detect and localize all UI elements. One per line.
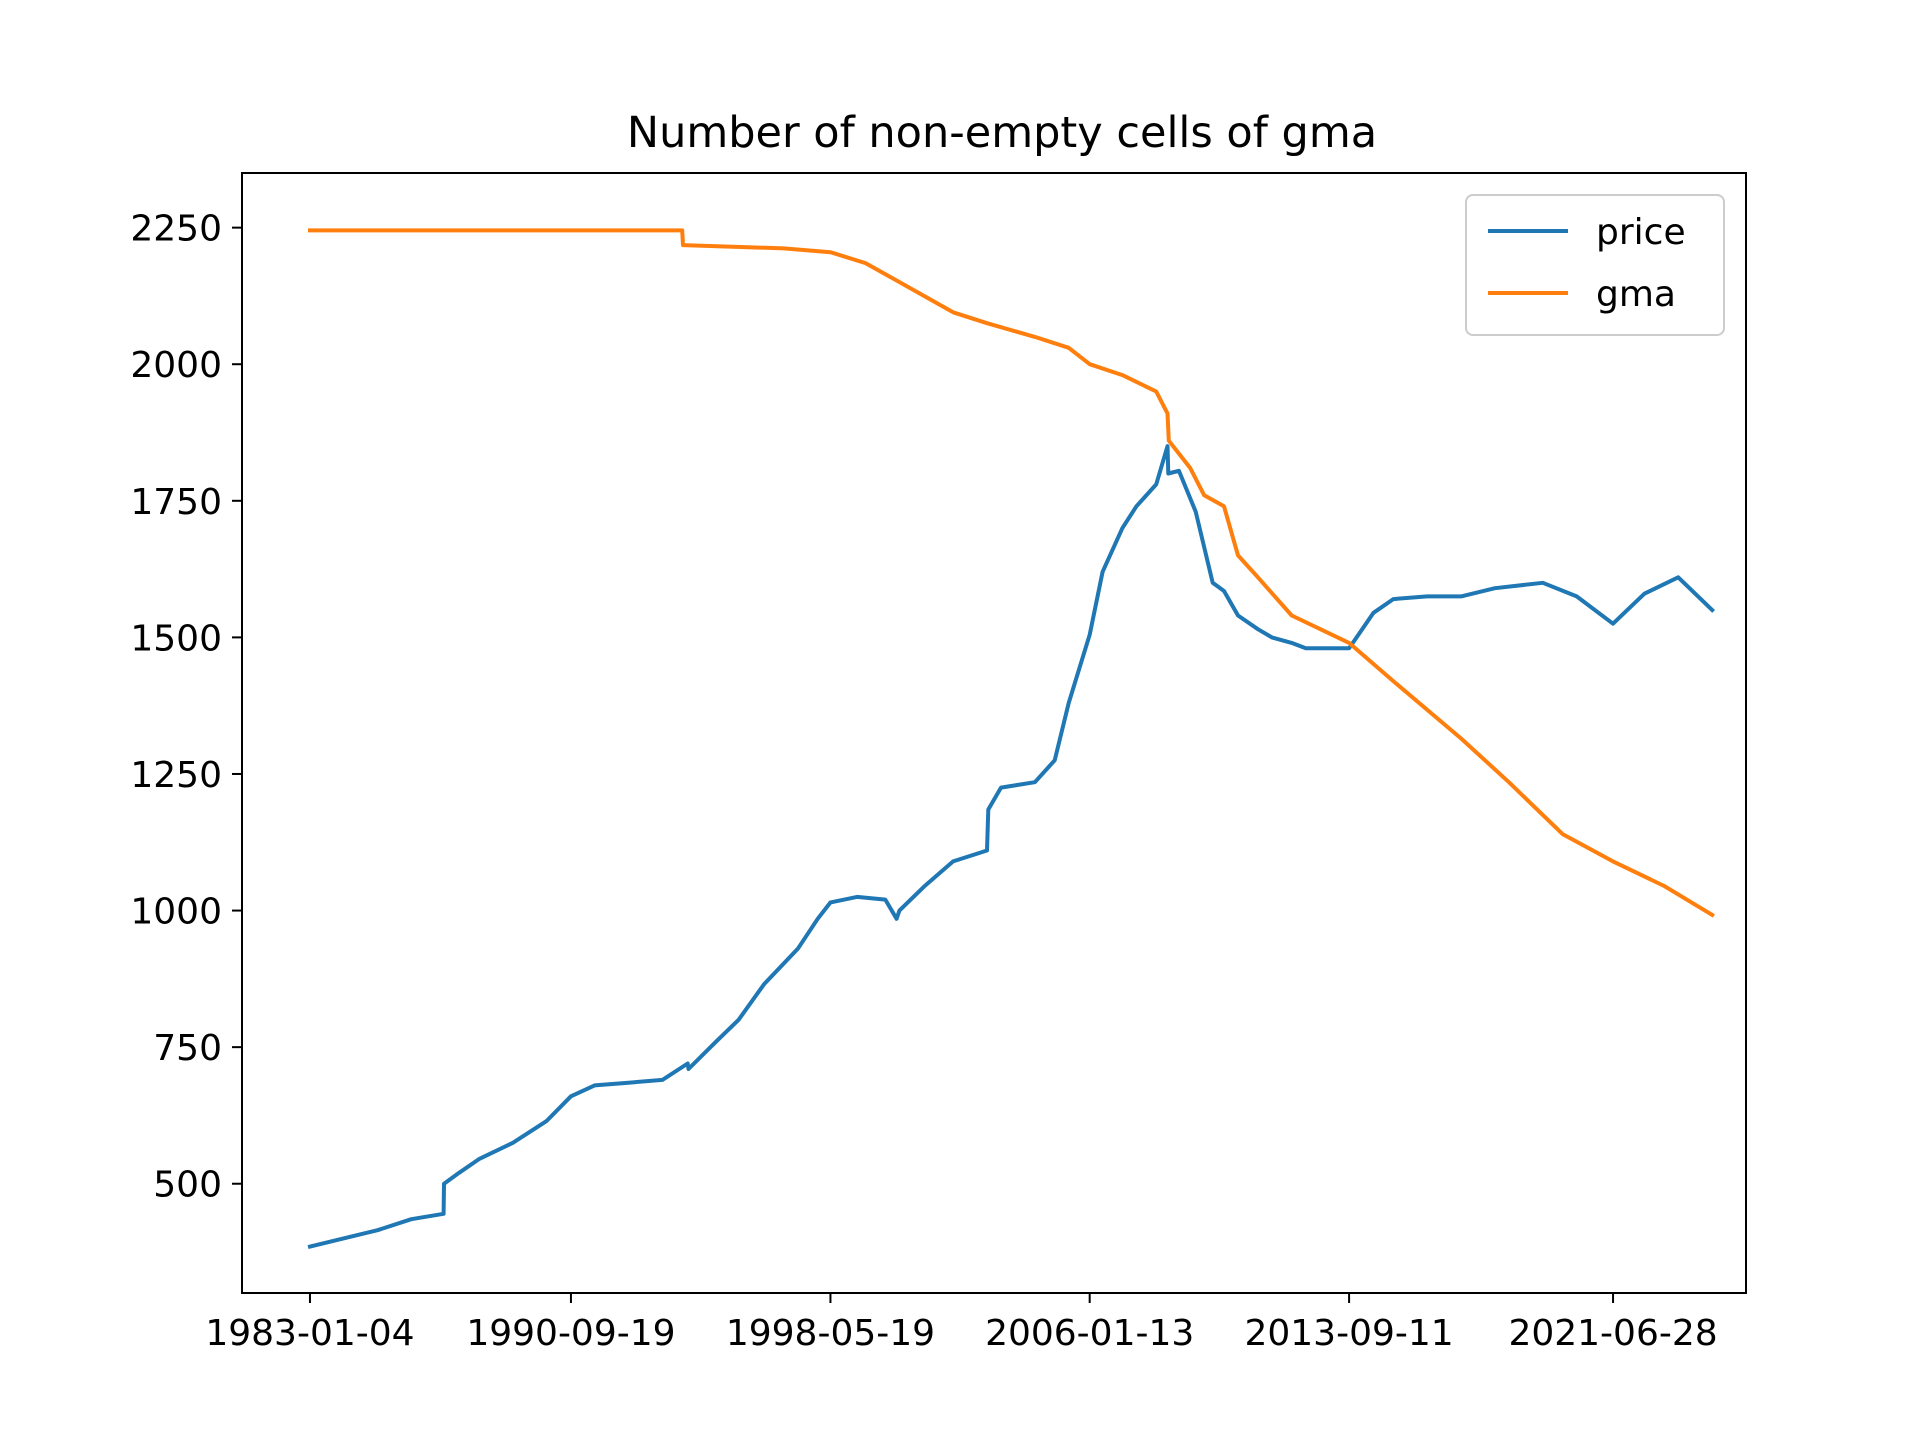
y-tick-label: 1500 [130, 618, 222, 659]
x-tick-label: 2021-06-28 [1508, 1313, 1717, 1354]
x-tick-label: 1983-01-04 [205, 1313, 414, 1354]
y-tick-label: 750 [153, 1028, 222, 1069]
legend: price gma [1465, 194, 1725, 336]
series-line-gma [308, 228, 1715, 918]
series-line-price [307, 444, 1716, 1250]
y-tick-label: 2000 [130, 345, 222, 386]
x-tick-label: 2013-09-11 [1244, 1313, 1453, 1354]
axes-layer: 500 750 1000 1250 1500 1750 2000 2250 1983-01-04… [130, 209, 1717, 1354]
x-tick-label: 1998-05-19 [726, 1313, 935, 1354]
x-tick-label: 2006-01-13 [985, 1313, 1194, 1354]
legend-label-price: price [1596, 212, 1686, 253]
series-layer [307, 228, 1716, 1250]
y-tick-label: 1750 [130, 482, 222, 523]
chart-title: Number of non-empty cells of gma [627, 108, 1377, 158]
x-tick-label: 1990-09-19 [466, 1313, 675, 1354]
y-tick-label: 2250 [130, 209, 222, 250]
y-tick-label: 1250 [130, 755, 222, 796]
plot-frame [241, 172, 1747, 1294]
y-tick-label: 1000 [130, 892, 222, 933]
legend-label-gma: gma [1596, 274, 1676, 315]
y-tick-label: 500 [153, 1165, 222, 1206]
